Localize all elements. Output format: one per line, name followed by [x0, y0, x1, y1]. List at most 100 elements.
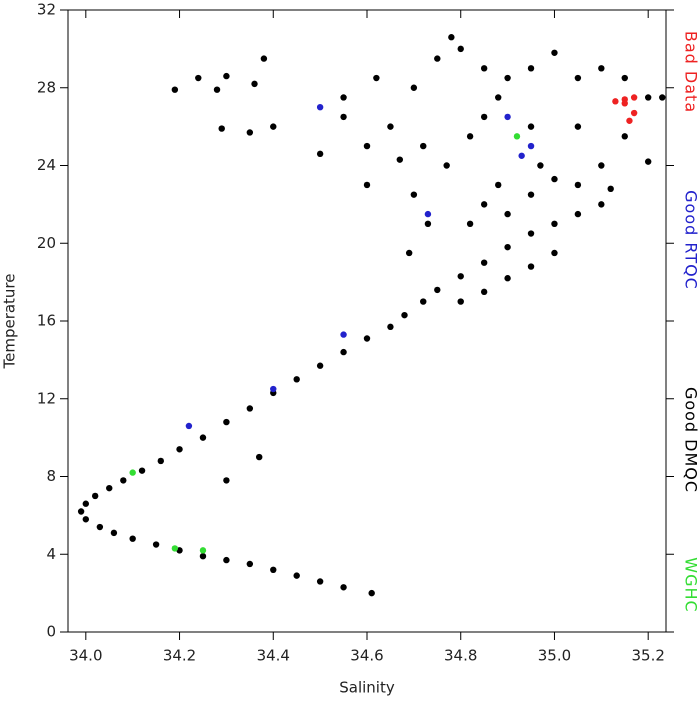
x-tick-label: 34.4: [257, 647, 290, 665]
point: [158, 458, 164, 464]
point: [387, 324, 393, 330]
point: [317, 151, 323, 157]
point: [387, 123, 393, 129]
point: [504, 211, 510, 217]
point: [504, 244, 510, 250]
point: [340, 331, 346, 337]
point: [83, 501, 89, 507]
point: [481, 114, 487, 120]
x-tick-label: 35.0: [538, 647, 571, 665]
point: [411, 85, 417, 91]
point: [448, 34, 454, 40]
point: [420, 298, 426, 304]
point: [317, 578, 323, 584]
point: [401, 312, 407, 318]
point: [598, 201, 604, 207]
point: [528, 263, 534, 269]
point: [176, 446, 182, 452]
point: [551, 176, 557, 182]
point: [397, 156, 403, 162]
point: [83, 516, 89, 522]
point: [200, 434, 206, 440]
point: [294, 572, 300, 578]
y-axis-label: Temperature: [1, 273, 19, 369]
point: [172, 86, 178, 92]
point: [373, 75, 379, 81]
point: [425, 211, 431, 217]
legend-label: WGHC: [682, 557, 700, 612]
point: [575, 75, 581, 81]
point: [631, 110, 637, 116]
y-tick-label: 28: [37, 78, 56, 96]
y-tick-label: 16: [37, 312, 56, 330]
point: [528, 230, 534, 236]
point: [364, 182, 370, 188]
point: [172, 545, 178, 551]
point: [528, 143, 534, 149]
point: [504, 275, 510, 281]
point: [425, 221, 431, 227]
point: [528, 65, 534, 71]
point: [458, 273, 464, 279]
point: [598, 162, 604, 168]
legend-label: Bad Data: [682, 31, 700, 113]
point: [256, 454, 262, 460]
point: [120, 477, 126, 483]
point: [514, 133, 520, 139]
x-tick-label: 35.2: [631, 647, 664, 665]
point: [92, 493, 98, 499]
point: [340, 349, 346, 355]
point: [575, 123, 581, 129]
point: [622, 133, 628, 139]
point: [364, 335, 370, 341]
point: [481, 201, 487, 207]
y-tick-label: 0: [46, 623, 56, 641]
point: [261, 55, 267, 61]
legend-label: Good DMQC: [682, 387, 700, 493]
point: [537, 162, 543, 168]
point: [214, 86, 220, 92]
point: [420, 143, 426, 149]
x-tick-label: 34.0: [69, 647, 102, 665]
point: [622, 75, 628, 81]
point: [612, 98, 618, 104]
point: [551, 221, 557, 227]
point: [551, 250, 557, 256]
point: [575, 182, 581, 188]
point: [200, 553, 206, 559]
point: [528, 191, 534, 197]
y-tick-label: 12: [37, 389, 56, 407]
point: [223, 73, 229, 79]
point: [528, 123, 534, 129]
x-tick-label: 34.2: [163, 647, 196, 665]
point: [153, 541, 159, 547]
point: [631, 94, 637, 100]
point: [186, 423, 192, 429]
point: [247, 561, 253, 567]
point: [340, 584, 346, 590]
point: [294, 376, 300, 382]
point: [368, 590, 374, 596]
point: [317, 104, 323, 110]
y-tick-label: 4: [46, 545, 56, 563]
point: [364, 143, 370, 149]
point: [247, 129, 253, 135]
point: [645, 94, 651, 100]
point: [481, 65, 487, 71]
point: [598, 65, 604, 71]
point: [223, 477, 229, 483]
point: [406, 250, 412, 256]
point: [626, 118, 632, 124]
point: [495, 94, 501, 100]
point: [434, 287, 440, 293]
point: [139, 467, 145, 473]
point: [129, 469, 135, 475]
point: [200, 547, 206, 553]
x-tick-label: 34.8: [444, 647, 477, 665]
point: [195, 75, 201, 81]
y-tick-label: 20: [37, 234, 56, 252]
point: [270, 567, 276, 573]
point: [247, 405, 253, 411]
point: [481, 289, 487, 295]
